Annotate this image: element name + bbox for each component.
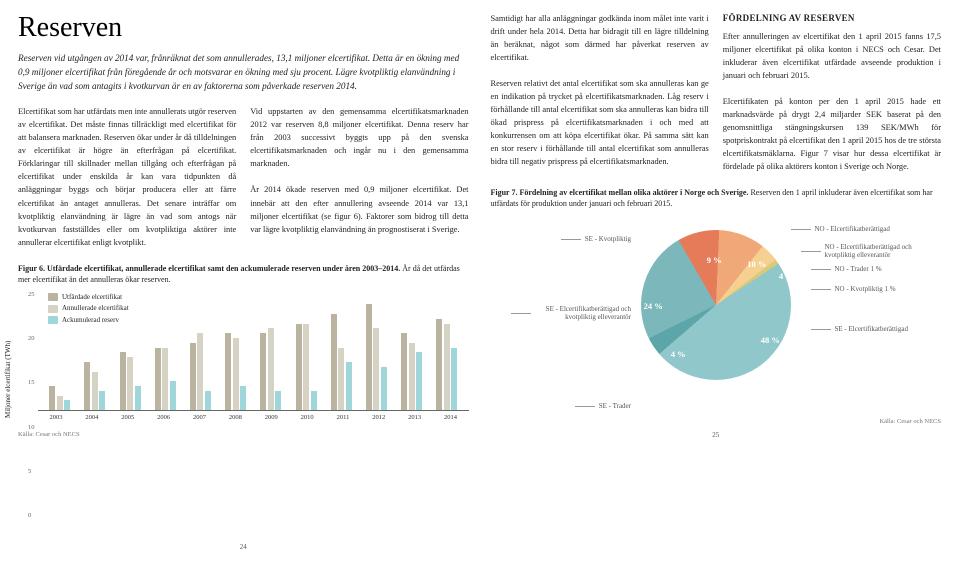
bars-container (38, 290, 469, 410)
right-body-columns: Samtidigt har alla anläggningar godkända… (491, 12, 942, 173)
pie-label-se-elcert: SE - Elcertifikatberättigad (811, 325, 908, 333)
right-col-2: FÖRDELNING AV RESERVEN Efter annullering… (723, 12, 941, 173)
figure-6-caption: Figur 6. Utfärdade elcertifikat, annulle… (18, 263, 469, 285)
source-right: Källa: Cesar och NECS (879, 418, 941, 425)
figure-7-pie: SE - Kvotpliktig SE - Elcertifikatberätt… (491, 225, 942, 425)
page-title: Reserven (18, 12, 469, 44)
right-col-1: Samtidigt har alla anläggningar godkända… (491, 12, 709, 173)
body-col-1: Elcertifikat som har utfärdats men inte … (18, 105, 236, 248)
pie-pct-4a: 4 % (779, 271, 794, 281)
pie-chart (641, 230, 791, 380)
x-labels: 2003200420052006200720082009201020112012… (38, 414, 469, 421)
pie-pct-4b: 4 % (671, 349, 686, 359)
pie-pct-10: 10 % (747, 259, 766, 269)
pie-label-se-trader: SE - Trader (575, 402, 631, 410)
figure-7-caption: Figur 7. Fördelning av elcertifikat mell… (491, 187, 942, 209)
pie-pct-24: 24 % (644, 301, 663, 311)
right-col-2-body: Efter annulleringen av elcertifikat den … (723, 30, 941, 173)
y-ticks: 0510152025 (28, 291, 35, 519)
pie-label-no-elcert: NO - Elcertifikatberättigad (791, 225, 890, 233)
page-number-left: 24 (18, 543, 469, 551)
figure-6-chart: Miljoner elcertifikat (TWh) 0510152025 U… (18, 291, 469, 537)
pie-label-no-kvot: NO - Kvotpliktig 1 % (811, 285, 896, 293)
pie-pct-9: 9 % (707, 255, 722, 265)
pie-pct-48: 48 % (761, 335, 780, 345)
pie-label-se-kvot: SE - Kvotpliktig (561, 235, 631, 243)
pie-label-se-elcert-kvot: SE - Elcertifikatberättigad och kvotplik… (511, 305, 631, 321)
page-number-right: 25 (491, 431, 942, 439)
pie-label-no-elcert-kvot: NO - Elcertifikatberättigad och kvotplik… (801, 243, 921, 259)
body-columns: Elcertifikat som har utfärdats men inte … (18, 105, 469, 248)
intro-text: Reserven vid utgången av 2014 var, frånr… (18, 52, 469, 93)
fig6-caption-bold: Figur 6. Utfärdade elcertifikat, annulle… (18, 264, 400, 273)
fig7-caption-bold: Figur 7. Fördelning av elcertifikat mell… (491, 188, 749, 197)
source-left: Källa: Cesar och NECS (18, 431, 469, 438)
left-page: Reserven Reserven vid utgången av 2014 v… (18, 12, 469, 551)
bar-chart (38, 291, 469, 411)
body-col-2: Vid uppstarten av den gemensamma elcerti… (250, 105, 468, 248)
y-axis-label: Miljoner elcertifikat (TWh) (4, 341, 12, 418)
right-page: Samtidigt har alla anläggningar godkända… (491, 12, 942, 551)
section-heading: FÖRDELNING AV RESERVEN (723, 12, 941, 26)
pie-label-no-trader: NO - Trader 1 % (811, 265, 882, 273)
